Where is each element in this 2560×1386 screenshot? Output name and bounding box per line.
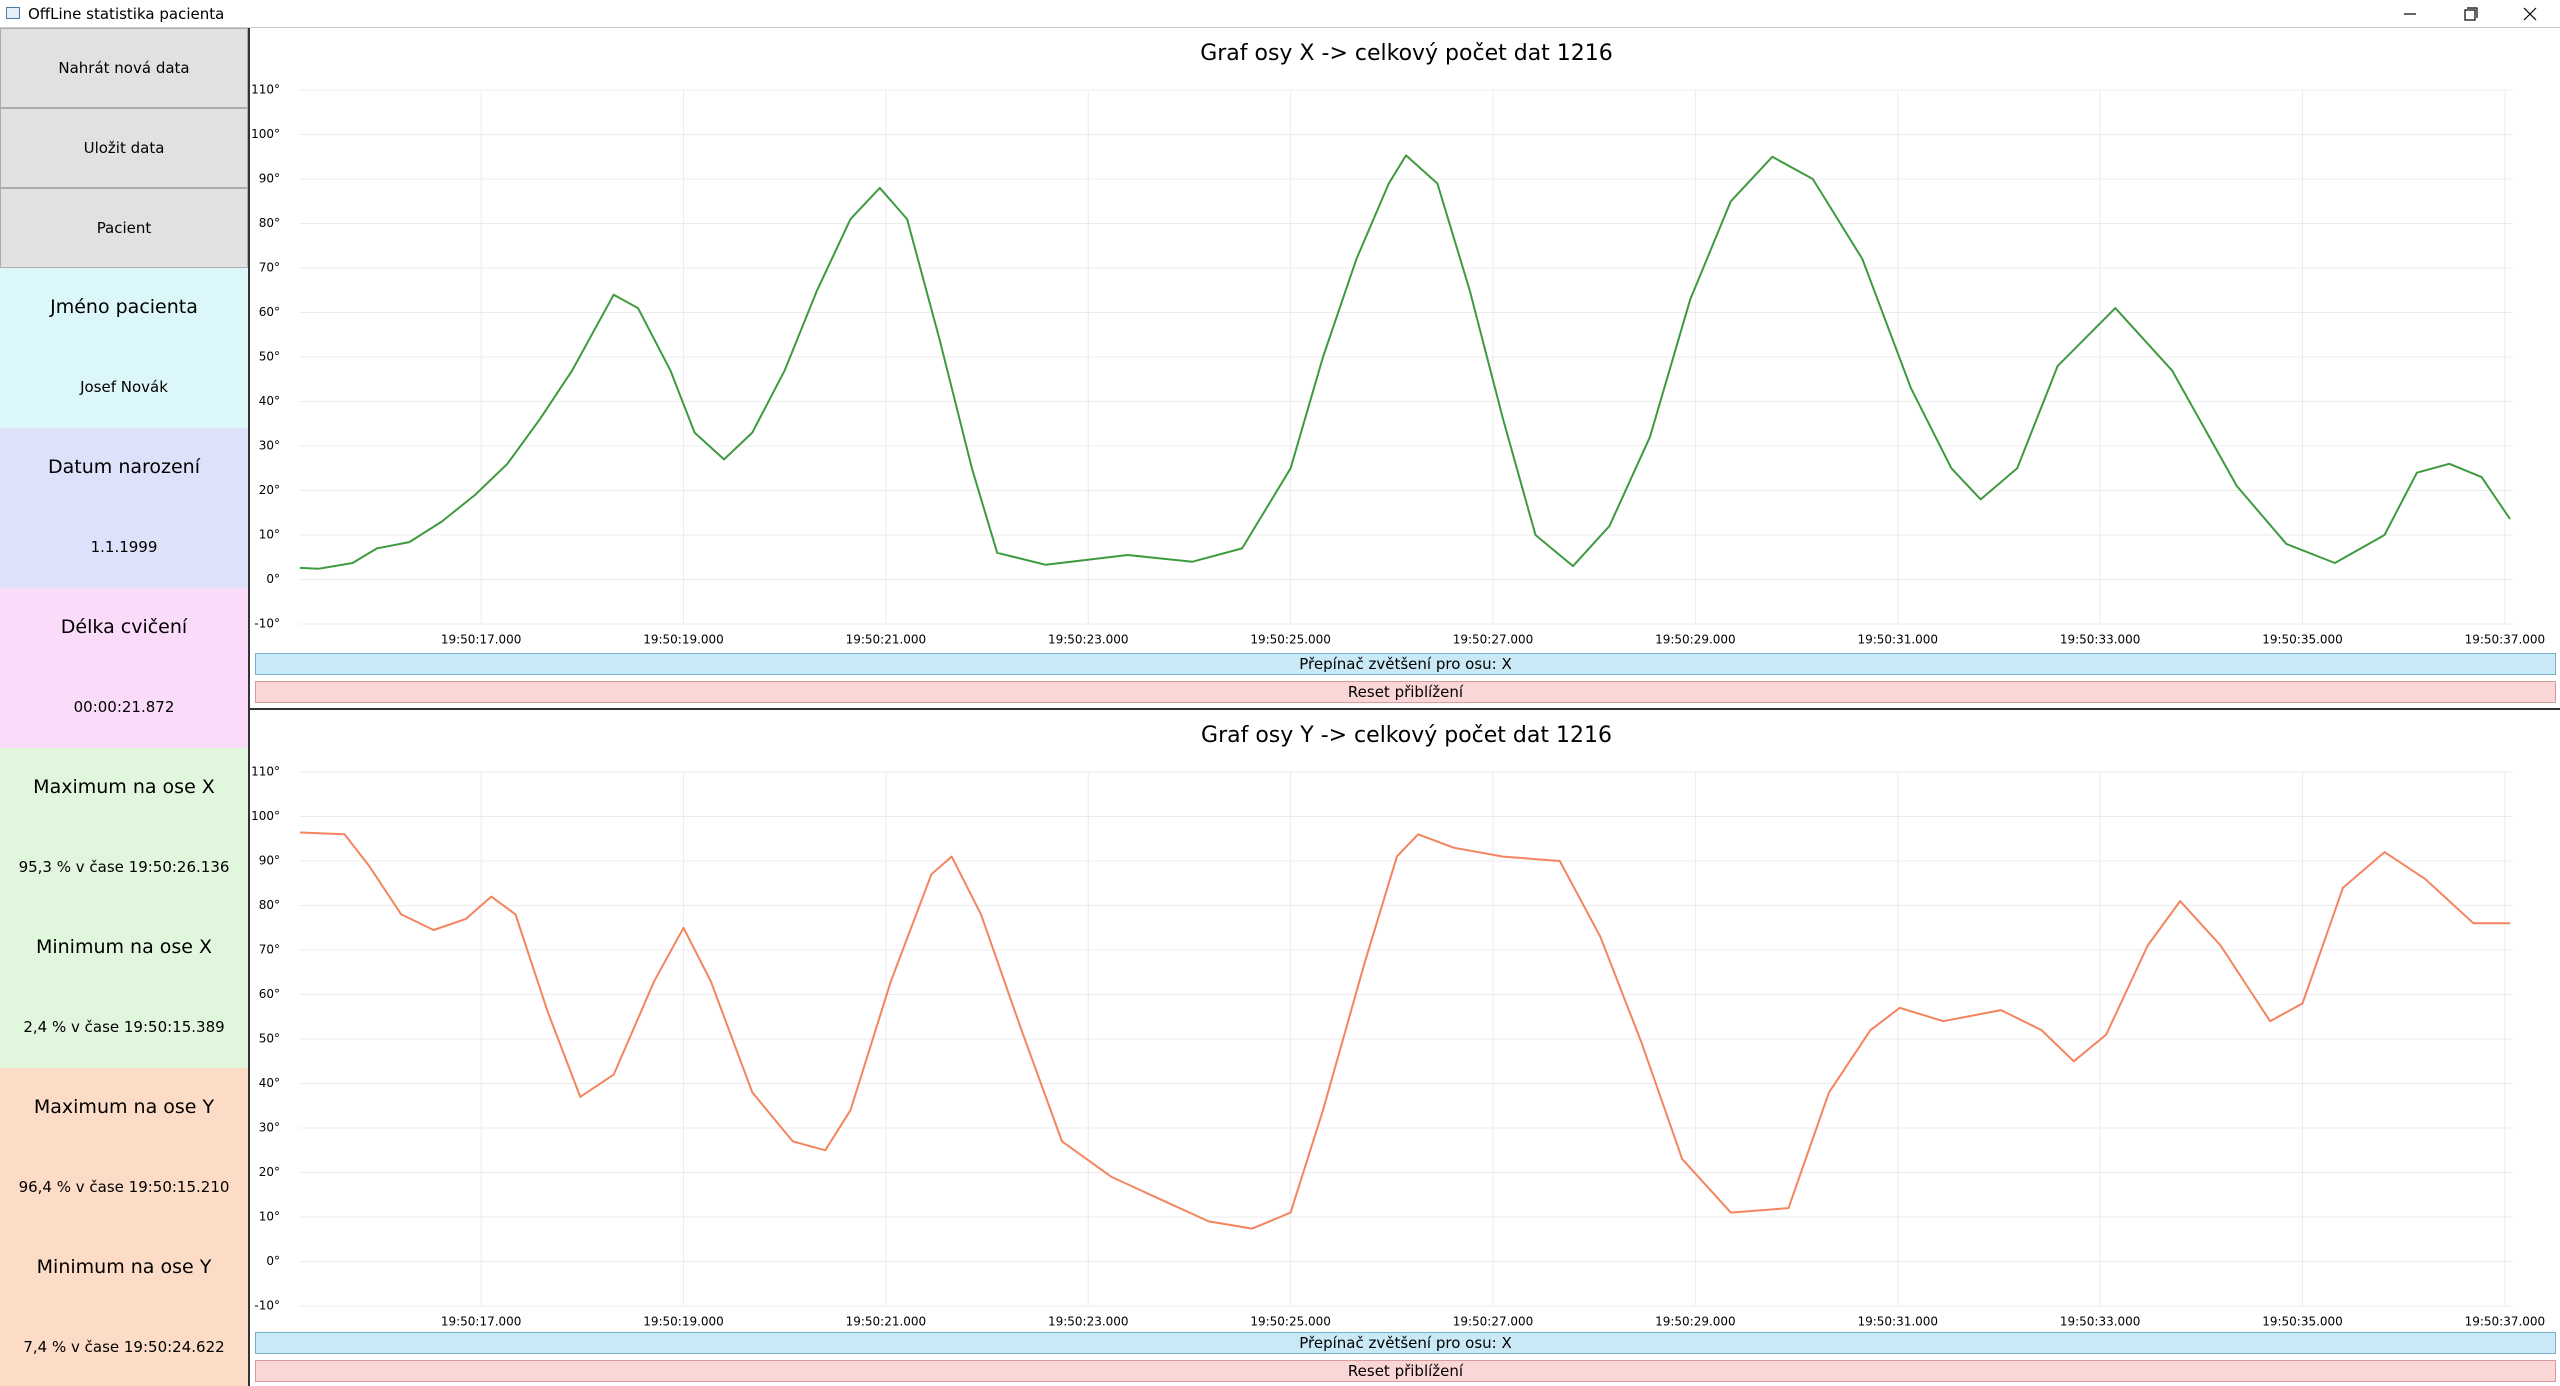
x-tick-label: 19:50:23.000 [1048,1315,1129,1329]
x-tick-label: 19:50:31.000 [1857,1315,1938,1329]
restore-button[interactable] [2440,0,2500,28]
close-button[interactable] [2500,0,2560,28]
y-tick-label: 0° [266,572,280,586]
info-panel: Maximum na ose X 95,3 % v čase 19:50:26.1… [0,748,248,908]
field-label: Maximum na ose Y [33,1096,215,1118]
info-panel: Jméno pacienta Josef Novák [0,268,248,428]
field-value: 1.1.1999 [90,538,158,556]
chart-panel: Graf osy Y -> celkový počet dat 1216 110°… [250,710,2560,1386]
y-tick-label: 70° [259,261,280,275]
y-tick-label: 110° [252,83,280,97]
app-icon [6,7,20,19]
y-tick-label: 20° [259,483,280,497]
y-tick-label: -10° [254,1299,280,1313]
y-tick-label: 40° [259,394,280,408]
x-tick-label: 19:50:25.000 [1250,1315,1331,1329]
x-tick-label: 19:50:35.000 [2262,1315,2343,1329]
field-label: Délka cvičení [60,616,188,638]
y-tick-label: 100° [252,127,280,141]
chart-panel: Graf osy X -> celkový počet dat 1216 110°… [250,28,2560,708]
y-tick-label: 110° [252,765,280,779]
zoom-toggle-button[interactable]: Přepínač zvětšení pro osu: X [255,653,2556,675]
y-tick-label: 60° [259,305,280,319]
info-panel: Datum narození 1.1.1999 [0,428,248,588]
x-tick-label: 19:50:21.000 [846,633,927,647]
y-tick-label: 20° [259,1165,280,1179]
x-tick-label: 19:50:31.000 [1857,633,1938,647]
x-tick-label: 19:50:33.000 [2060,633,2141,647]
x-tick-label: 19:50:27.000 [1453,633,1534,647]
y-tick-label: 90° [259,172,280,186]
field-value: 00:00:21.872 [73,698,175,716]
reset-zoom-button[interactable]: Reset přiblížení [255,1360,2556,1382]
separator [250,708,2560,710]
y-tick-label: 90° [259,854,280,868]
patient-button[interactable]: Pacient [0,188,248,268]
zoom-toggle-button[interactable]: Přepínač zvětšení pro osu: X [255,1332,2556,1354]
x-tick-label: 19:50:19.000 [643,1315,724,1329]
y-tick-label: 10° [259,528,280,542]
field-label: Datum narození [48,456,200,478]
x-tick-label: 19:50:21.000 [846,1315,927,1329]
y-tick-label: 100° [252,809,280,823]
y-tick-label: 10° [259,1210,280,1224]
y-tick-label: 30° [259,1121,280,1135]
sidebar: Nahrát nová data Uložit data Pacient Jmé… [0,28,250,1386]
field-label: Maximum na ose X [33,776,215,798]
data-line [299,831,2510,1230]
field-label: Jméno pacienta [50,296,198,318]
x-tick-label: 19:50:37.000 [2465,633,2546,647]
field-value: Josef Novák [80,378,168,396]
field-value: 96,4 % v čase 19:50:15.210 [18,1178,230,1196]
save-button[interactable]: Uložit data [0,108,248,188]
field-label: Minimum na ose Y [36,1256,212,1278]
x-tick-label: 19:50:23.000 [1048,633,1129,647]
x-tick-label: 19:50:37.000 [2465,1315,2546,1329]
chart-title: Graf osy Y -> celkový počet dat 1216 [1201,723,1612,748]
x-tick-label: 19:50:29.000 [1655,633,1736,647]
x-tick-label: 19:50:17.000 [441,633,522,647]
y-tick-label: 50° [259,1032,280,1046]
reset-zoom-button[interactable]: Reset přiblížení [255,681,2556,703]
x-tick-label: 19:50:19.000 [643,633,724,647]
info-panel: Minimum na ose X 2,4 % v čase 19:50:15.38… [0,908,248,1068]
title-bar: OffLine statistika pacienta [0,0,2560,28]
load-button[interactable]: Nahrát nová data [0,28,248,108]
y-tick-label: 70° [259,943,280,957]
data-line [299,154,2511,570]
y-tick-label: 60° [259,987,280,1001]
x-tick-label: 19:50:29.000 [1655,1315,1736,1329]
x-tick-label: 19:50:27.000 [1453,1315,1534,1329]
y-tick-label: 80° [259,216,280,230]
x-tick-label: 19:50:17.000 [441,1315,522,1329]
info-panel: Minimum na ose Y 7,4 % v čase 19:50:24.62… [0,1228,248,1386]
window-title: OffLine statistika pacienta [28,5,225,23]
field-label: Minimum na ose X [35,936,213,958]
x-tick-label: 19:50:25.000 [1250,633,1331,647]
y-tick-label: -10° [254,617,280,631]
chart-title: Graf osy X -> celkový počet dat 1216 [1200,41,1613,66]
minimize-button[interactable] [2380,0,2440,28]
x-tick-label: 19:50:33.000 [2060,1315,2141,1329]
x-tick-label: 19:50:35.000 [2262,633,2343,647]
chart: Graf osy X -> celkový počet dat 1216 110°… [252,41,2546,647]
field-value: 7,4 % v čase 19:50:24.622 [23,1338,225,1356]
y-tick-label: 50° [259,350,280,364]
y-tick-label: 80° [259,898,280,912]
y-tick-label: 0° [266,1254,280,1268]
chart: Graf osy Y -> celkový počet dat 1216 110°… [252,723,2546,1329]
y-tick-label: 30° [259,439,280,453]
field-value: 2,4 % v čase 19:50:15.389 [23,1018,225,1036]
y-tick-label: 40° [259,1076,280,1090]
info-panel: Maximum na ose Y 96,4 % v čase 19:50:15.2… [0,1068,248,1228]
field-value: 95,3 % v čase 19:50:26.136 [18,858,230,876]
info-panel: Délka cvičení 00:00:21.872 [0,588,248,748]
